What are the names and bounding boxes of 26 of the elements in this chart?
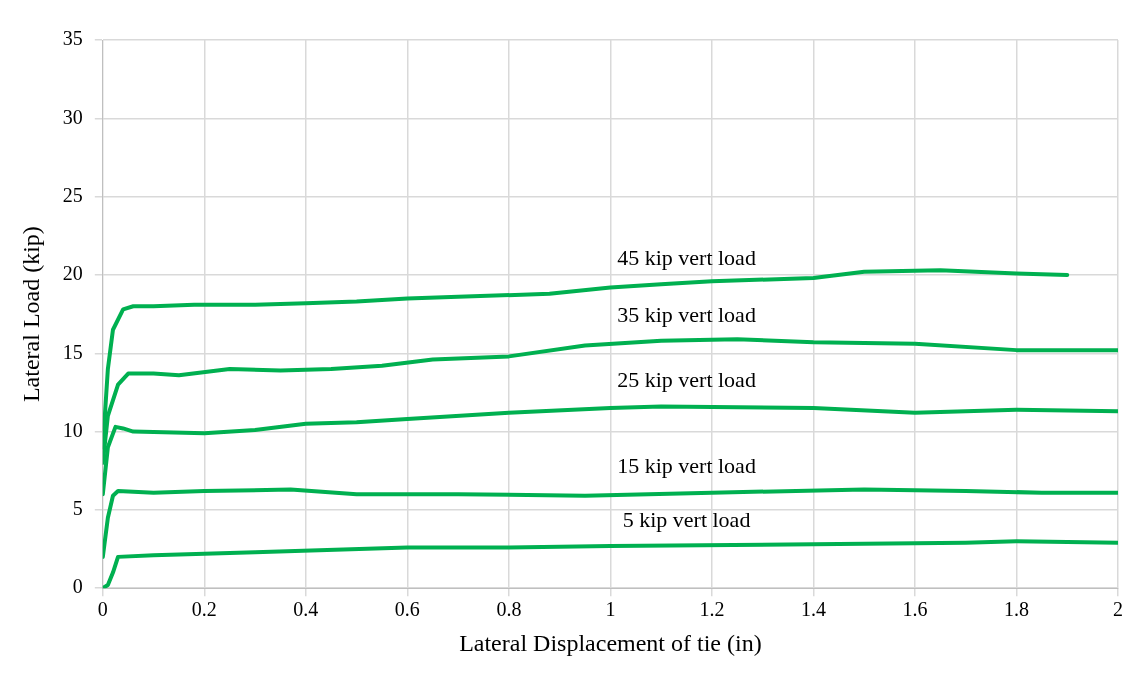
x-tick-label: 1.6 — [902, 598, 928, 621]
y-tick-label: 15 — [62, 340, 83, 363]
x-tick-label: 1 — [605, 598, 616, 621]
y-tick-label: 25 — [62, 183, 83, 206]
x-axis-title: Lateral Displacement of tie (in) — [459, 629, 762, 656]
series-label: 5 kip vert load — [622, 506, 751, 532]
y-tick-label: 20 — [62, 262, 83, 285]
x-tick-label: 0.8 — [496, 598, 522, 621]
x-tick-label: 0.2 — [191, 598, 217, 621]
x-tick-label: 0 — [97, 598, 108, 621]
x-tick-label: 1.8 — [1003, 598, 1029, 621]
y-tick-label: 30 — [62, 105, 83, 128]
y-tick-label: 35 — [62, 27, 83, 50]
series-label: 45 kip vert load — [617, 245, 756, 271]
x-tick-label: 0.6 — [394, 598, 420, 621]
x-tick-label: 1.2 — [699, 598, 725, 621]
x-tick-label: 0.4 — [293, 598, 319, 621]
x-tick-label: 2 — [1113, 598, 1123, 621]
series-label: 15 kip vert load — [617, 453, 756, 479]
y-tick-label: 10 — [62, 418, 83, 441]
y-axis-title: Lateral Load (kip) — [17, 226, 44, 403]
series-label: 35 kip vert load — [617, 301, 756, 327]
y-tick-label: 5 — [72, 497, 83, 520]
series-label: 25 kip vert load — [617, 367, 756, 393]
y-tick-label: 0 — [72, 575, 83, 598]
x-tick-label: 1.4 — [800, 598, 826, 621]
